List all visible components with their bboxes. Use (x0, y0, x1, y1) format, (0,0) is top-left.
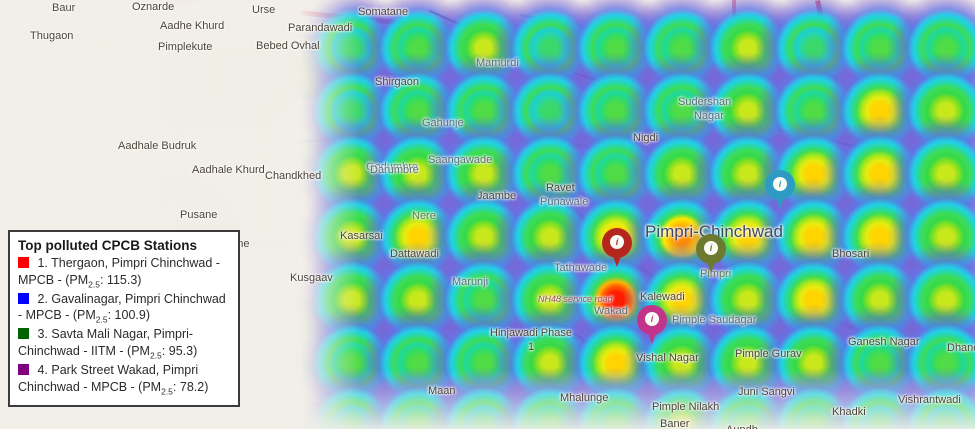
vegetation-area (230, 300, 360, 390)
map-pin-park-street-wakad[interactable]: i (637, 305, 667, 347)
highway (458, 150, 572, 200)
road (262, 166, 272, 206)
legend-item: 3. Savta Mali Nagar, Pimpri-Chinchwad - … (18, 326, 230, 362)
legend-item-label: 4. Park Street Wakad, Pimpri Chinchwad -… (18, 362, 209, 397)
map-pin-thergaon[interactable]: i (602, 228, 632, 270)
military-area (660, 400, 770, 429)
legend-item-label: 3. Savta Mali Nagar, Pimpri-Chinchwad - … (18, 327, 198, 361)
legend-item-label: 1. Thergaon, Pimpri Chinchwad - MPCB - (… (18, 256, 220, 290)
info-icon: i (610, 235, 624, 249)
legend-color-swatch (18, 363, 29, 375)
legend-item: 2. Gavalinagar, Pimpri Chinchwad - MPCB … (18, 291, 230, 327)
legend-item: 1. Thergaon, Pimpri Chinchwad - MPCB - (… (18, 255, 230, 291)
military-area (790, 385, 910, 429)
legend-title: Top polluted CPCB Stations (18, 238, 197, 253)
highway (430, 84, 550, 143)
vegetation-area (300, 120, 420, 190)
road (359, 290, 479, 309)
highway (299, 10, 430, 29)
road (150, 411, 350, 421)
highway (815, 0, 841, 99)
map-pin-savta-mali-nagar[interactable]: i (696, 234, 726, 276)
road (877, 20, 909, 75)
map-pin-gavalinagar[interactable]: i (765, 170, 795, 212)
road (200, 138, 310, 152)
river (110, 19, 230, 38)
info-icon: i (704, 241, 718, 255)
info-icon: i (773, 177, 787, 191)
legend-metric-subscript: 2.5 (149, 350, 162, 361)
road (599, 380, 717, 412)
info-icon: i (645, 312, 659, 326)
highway (132, 0, 252, 11)
legend-metric-subscript: 2.5 (88, 279, 100, 290)
legend-panel: Top polluted CPCB Stations 1. Thergaon, … (8, 230, 240, 407)
vegetation-area (430, 360, 570, 429)
legend-item-label: 2. Gavalinagar, Pimpri Chinchwad - MPCB … (18, 291, 226, 325)
legend-metric-subscript: 2.5 (161, 386, 173, 397)
legend-color-swatch (18, 257, 29, 268)
legend-item: 4. Park Street Wakad, Pimpri Chinchwad -… (18, 362, 230, 398)
road (296, 189, 300, 220)
water-body (253, 244, 293, 253)
legend-color-swatch (18, 292, 29, 304)
legend-color-swatch (18, 328, 29, 340)
legend-metric-subscript: 2.5 (95, 314, 108, 325)
